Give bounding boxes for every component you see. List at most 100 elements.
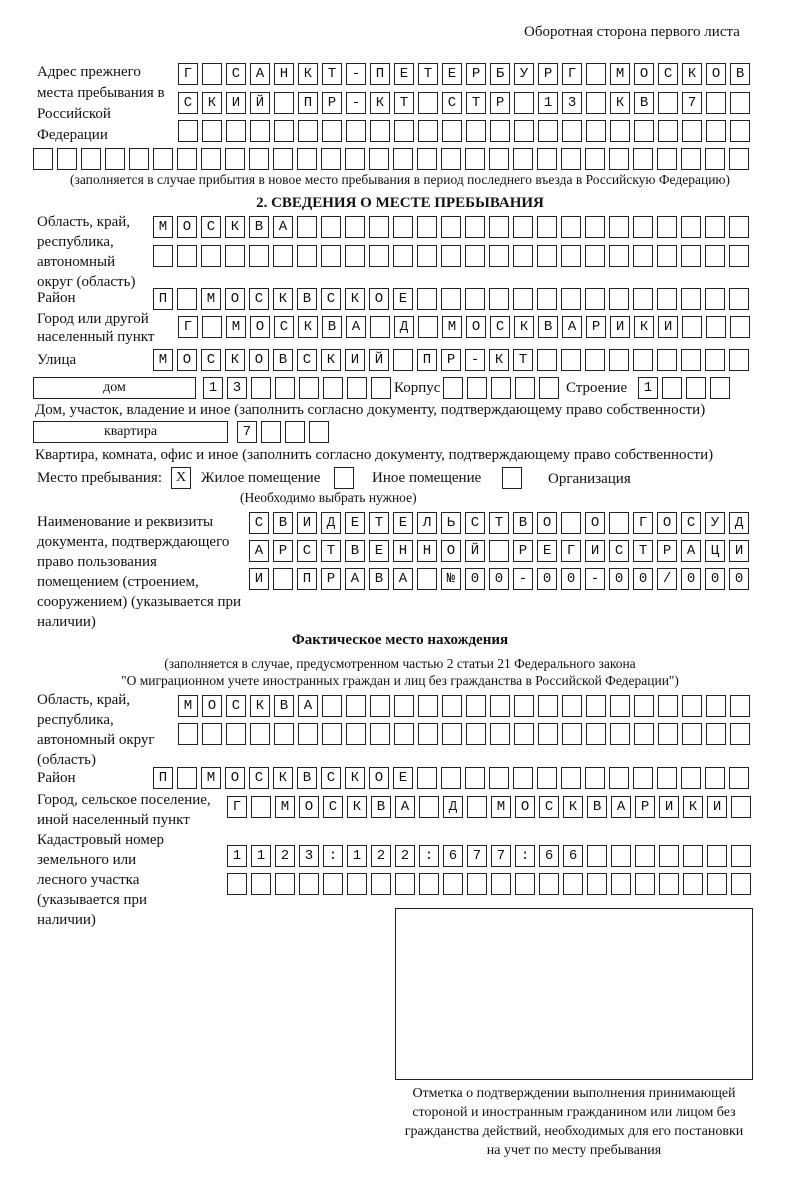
char-box[interactable] bbox=[513, 216, 533, 238]
char-box[interactable] bbox=[539, 845, 559, 867]
char-box[interactable] bbox=[393, 148, 413, 170]
char-box[interactable] bbox=[250, 723, 270, 745]
char-box[interactable] bbox=[442, 120, 462, 142]
char-box[interactable] bbox=[273, 767, 293, 789]
char-box[interactable] bbox=[586, 695, 606, 717]
char-box[interactable] bbox=[249, 767, 269, 789]
char-box[interactable] bbox=[249, 568, 269, 590]
char-box[interactable] bbox=[491, 796, 511, 818]
char-box[interactable] bbox=[657, 245, 677, 267]
char-box[interactable] bbox=[537, 540, 557, 562]
previous-address-row-2[interactable]: СКИЙ ПР-КТ СТР 13 КВ 7 bbox=[178, 92, 754, 114]
char-box[interactable] bbox=[681, 767, 701, 789]
char-box[interactable] bbox=[515, 796, 535, 818]
char-box[interactable] bbox=[346, 316, 366, 338]
char-box[interactable] bbox=[393, 245, 413, 267]
char-box[interactable] bbox=[707, 873, 727, 895]
char-box[interactable] bbox=[585, 540, 605, 562]
char-box[interactable] bbox=[417, 216, 437, 238]
char-box[interactable] bbox=[585, 288, 605, 310]
char-box[interactable] bbox=[321, 148, 341, 170]
char-box[interactable] bbox=[465, 767, 485, 789]
char-box[interactable] bbox=[585, 767, 605, 789]
char-box[interactable] bbox=[467, 796, 487, 818]
char-box[interactable] bbox=[418, 92, 438, 114]
char-box[interactable] bbox=[513, 148, 533, 170]
char-box[interactable] bbox=[513, 512, 533, 534]
char-box[interactable] bbox=[273, 568, 293, 590]
char-box[interactable] bbox=[178, 695, 198, 717]
char-box[interactable] bbox=[706, 695, 726, 717]
char-box[interactable] bbox=[321, 245, 341, 267]
char-box[interactable] bbox=[537, 148, 557, 170]
apartment-type-field[interactable]: квартира bbox=[33, 421, 228, 443]
char-box[interactable] bbox=[441, 148, 461, 170]
char-box[interactable] bbox=[441, 216, 461, 238]
char-box[interactable] bbox=[489, 288, 509, 310]
char-box[interactable] bbox=[705, 568, 725, 590]
char-box[interactable] bbox=[633, 512, 653, 534]
char-box[interactable] bbox=[250, 63, 270, 85]
stay-option-other-checkbox[interactable] bbox=[334, 467, 354, 489]
char-box[interactable] bbox=[441, 349, 461, 371]
char-box[interactable] bbox=[105, 148, 125, 170]
char-box[interactable] bbox=[465, 349, 485, 371]
char-box[interactable] bbox=[322, 723, 342, 745]
char-box[interactable] bbox=[321, 216, 341, 238]
char-box[interactable] bbox=[681, 148, 701, 170]
char-box[interactable] bbox=[261, 421, 281, 443]
char-box[interactable] bbox=[369, 349, 389, 371]
char-box[interactable] bbox=[274, 695, 294, 717]
char-box[interactable] bbox=[513, 540, 533, 562]
char-box[interactable] bbox=[514, 92, 534, 114]
char-box[interactable] bbox=[705, 349, 725, 371]
char-box[interactable] bbox=[178, 63, 198, 85]
char-box[interactable] bbox=[707, 796, 727, 818]
char-box[interactable] bbox=[298, 723, 318, 745]
char-box[interactable] bbox=[177, 148, 197, 170]
char-box[interactable] bbox=[225, 216, 245, 238]
char-box[interactable] bbox=[635, 873, 655, 895]
char-box[interactable] bbox=[178, 120, 198, 142]
char-box[interactable] bbox=[285, 421, 305, 443]
actual-region-row-1[interactable]: МОСКВА bbox=[178, 695, 754, 717]
document-row-1[interactable]: СВИДЕТЕЛЬСТВО О ГОСУД bbox=[249, 512, 753, 534]
char-box[interactable] bbox=[466, 695, 486, 717]
char-box[interactable] bbox=[609, 512, 629, 534]
char-box[interactable] bbox=[489, 216, 509, 238]
char-box[interactable] bbox=[369, 245, 389, 267]
char-box[interactable] bbox=[610, 63, 630, 85]
char-box[interactable] bbox=[465, 148, 485, 170]
char-box[interactable] bbox=[345, 540, 365, 562]
char-box[interactable] bbox=[227, 845, 247, 867]
char-box[interactable] bbox=[561, 216, 581, 238]
actual-city-row[interactable]: Г МОСКВА Д МОСКВАРИКИ bbox=[227, 796, 755, 818]
char-box[interactable] bbox=[662, 377, 682, 399]
char-box[interactable] bbox=[681, 540, 701, 562]
char-box[interactable] bbox=[153, 245, 173, 267]
char-box[interactable] bbox=[635, 796, 655, 818]
char-box[interactable] bbox=[370, 63, 390, 85]
char-box[interactable] bbox=[635, 845, 655, 867]
char-box[interactable] bbox=[658, 316, 678, 338]
char-box[interactable] bbox=[347, 845, 367, 867]
char-box[interactable] bbox=[417, 349, 437, 371]
char-box[interactable] bbox=[249, 288, 269, 310]
char-box[interactable] bbox=[586, 63, 606, 85]
char-box[interactable] bbox=[394, 92, 414, 114]
char-box[interactable] bbox=[537, 245, 557, 267]
char-box[interactable] bbox=[731, 796, 751, 818]
char-box[interactable] bbox=[322, 316, 342, 338]
char-box[interactable] bbox=[633, 216, 653, 238]
char-box[interactable] bbox=[443, 845, 463, 867]
char-box[interactable] bbox=[633, 288, 653, 310]
char-box[interactable] bbox=[226, 63, 246, 85]
char-box[interactable] bbox=[345, 767, 365, 789]
char-box[interactable] bbox=[321, 349, 341, 371]
char-box[interactable] bbox=[393, 512, 413, 534]
char-box[interactable] bbox=[539, 377, 559, 399]
char-box[interactable] bbox=[681, 512, 701, 534]
char-box[interactable] bbox=[634, 723, 654, 745]
char-box[interactable] bbox=[658, 63, 678, 85]
char-box[interactable] bbox=[489, 245, 509, 267]
